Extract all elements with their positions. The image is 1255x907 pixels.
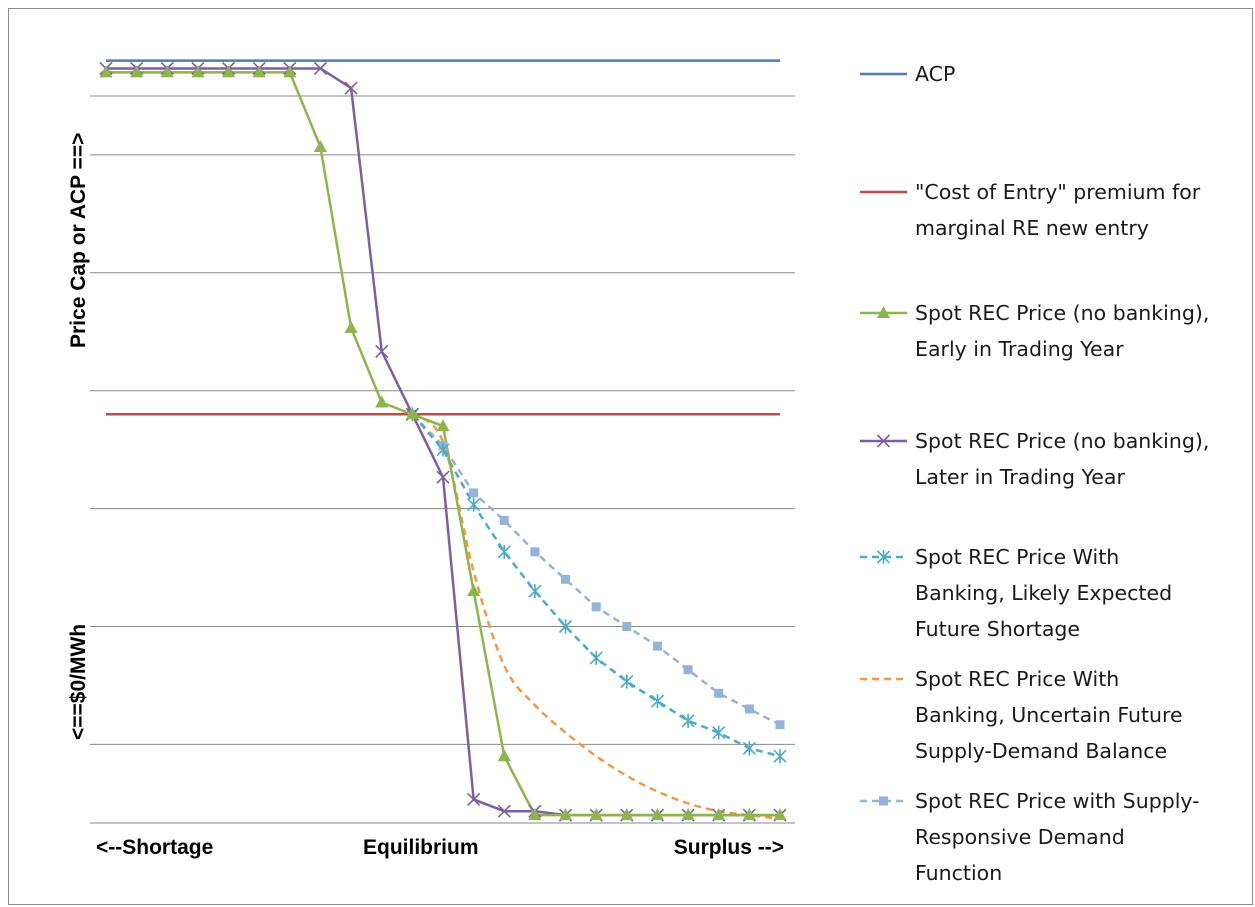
series-line-4 [411, 413, 781, 758]
legend-label-6-0: Spot REC Price with Supply- [915, 789, 1200, 813]
series-2-point-5 [252, 65, 266, 78]
series-2-point-9 [375, 395, 389, 408]
series-line-6 [411, 413, 781, 726]
legend-label-4-1: Banking, Likely Expected [915, 581, 1172, 605]
legend-label-3-0: Spot REC Price (no banking), [915, 429, 1209, 453]
x-category-shortage: <--Shortage [96, 836, 213, 859]
series-4-point-3 [497, 544, 511, 559]
series-3-point-9 [375, 344, 389, 358]
series-2-point-7 [313, 140, 327, 153]
series-2-point-2 [160, 65, 174, 78]
series-3-point-12 [467, 792, 481, 806]
series-2-point-1 [130, 65, 144, 78]
series-2-point-13 [497, 749, 511, 762]
legend-label-2-1: Early in Trading Year [915, 337, 1124, 361]
series-line-5 [411, 413, 781, 821]
series-6-point-8 [652, 641, 662, 651]
y-label-top: Price Cap or ACP ==> [67, 133, 90, 348]
series-2-point-11 [436, 419, 450, 432]
series-4-point-8 [650, 694, 665, 709]
legend-label-2-0: Spot REC Price (no banking), [915, 301, 1209, 325]
series-3-point-7 [313, 61, 328, 76]
series-2-point-18 [650, 808, 664, 821]
series-2-point-21 [742, 808, 756, 821]
series-4-point-12 [773, 749, 787, 764]
series-4-point-9 [681, 713, 695, 728]
series-2-point-15 [559, 808, 573, 821]
series-6-point-3 [499, 515, 509, 525]
series-2-point-22 [773, 808, 787, 821]
series-6-point-6 [591, 602, 601, 612]
legend-label-4-2: Future Shortage [915, 617, 1080, 641]
series-lines [106, 59, 781, 821]
series-2-point-10 [405, 407, 419, 420]
series-6-point-5 [561, 574, 571, 584]
series-4-point-11 [742, 741, 756, 756]
series-6-point-11 [744, 704, 754, 714]
legend-label-6-2: Function [915, 861, 1002, 885]
legend-label-5-0: Spot REC Price With [915, 667, 1119, 691]
series-2-point-6 [283, 65, 297, 78]
series-6-point-7 [622, 622, 632, 631]
series-2-point-4 [222, 65, 236, 78]
series-4-point-1 [436, 442, 450, 457]
series-2-point-17 [620, 808, 634, 821]
legend: ACP "Cost of Entry" premium for marginal R… [860, 62, 1209, 885]
chart-frame [8, 8, 1253, 905]
series-2-point-14 [528, 808, 542, 821]
x-category-equilibrium: Equilibrium [363, 836, 479, 859]
series-2-point-19 [681, 808, 695, 821]
legend-label-5-1: Banking, Uncertain Future [915, 703, 1183, 727]
series-6-point-4 [530, 547, 540, 557]
series-4-point-6 [589, 650, 603, 665]
series-4-point-5 [558, 619, 573, 634]
series-4-point-7 [620, 674, 634, 689]
series-4-point-2 [467, 497, 481, 512]
legend-marker-4 [876, 550, 891, 564]
x-category-surplus: Surplus --> [674, 836, 784, 859]
series-3-point-13 [497, 804, 511, 818]
series-2-point-12 [467, 584, 481, 597]
series-2-point-3 [191, 65, 205, 78]
series-6-point-2 [469, 488, 479, 498]
legend-marker-6 [879, 796, 888, 806]
series-2-point-20 [712, 808, 726, 821]
series-6-point-10 [714, 688, 724, 698]
legend-label-1-1: marginal RE new entry [915, 216, 1149, 240]
series-6-point-9 [683, 665, 693, 675]
series-2-point-0 [99, 65, 113, 78]
legend-label-0-0: ACP [915, 62, 955, 86]
series-markers [99, 61, 787, 822]
series-3-point-8 [344, 81, 358, 95]
legend-label-6-1: Responsive Demand [915, 825, 1125, 849]
series-4-point-4 [528, 584, 542, 599]
gridlines [90, 95, 795, 824]
series-4-point-10 [712, 725, 726, 740]
y-label-bottom: <==$0/MWh [67, 624, 90, 740]
series-6-point-12 [775, 720, 785, 730]
legend-marker-3 [876, 434, 891, 448]
legend-label-5-2: Supply-Demand Balance [915, 739, 1167, 763]
legend-label-4-0: Spot REC Price With [915, 545, 1119, 569]
series-2-point-8 [344, 320, 358, 333]
series-2-point-16 [589, 808, 603, 821]
legend-marker-2 [877, 306, 890, 318]
series-3-point-11 [436, 470, 450, 484]
legend-label-1-0: "Cost of Entry" premium for [915, 180, 1201, 204]
legend-label-3-1: Later in Trading Year [915, 465, 1125, 489]
